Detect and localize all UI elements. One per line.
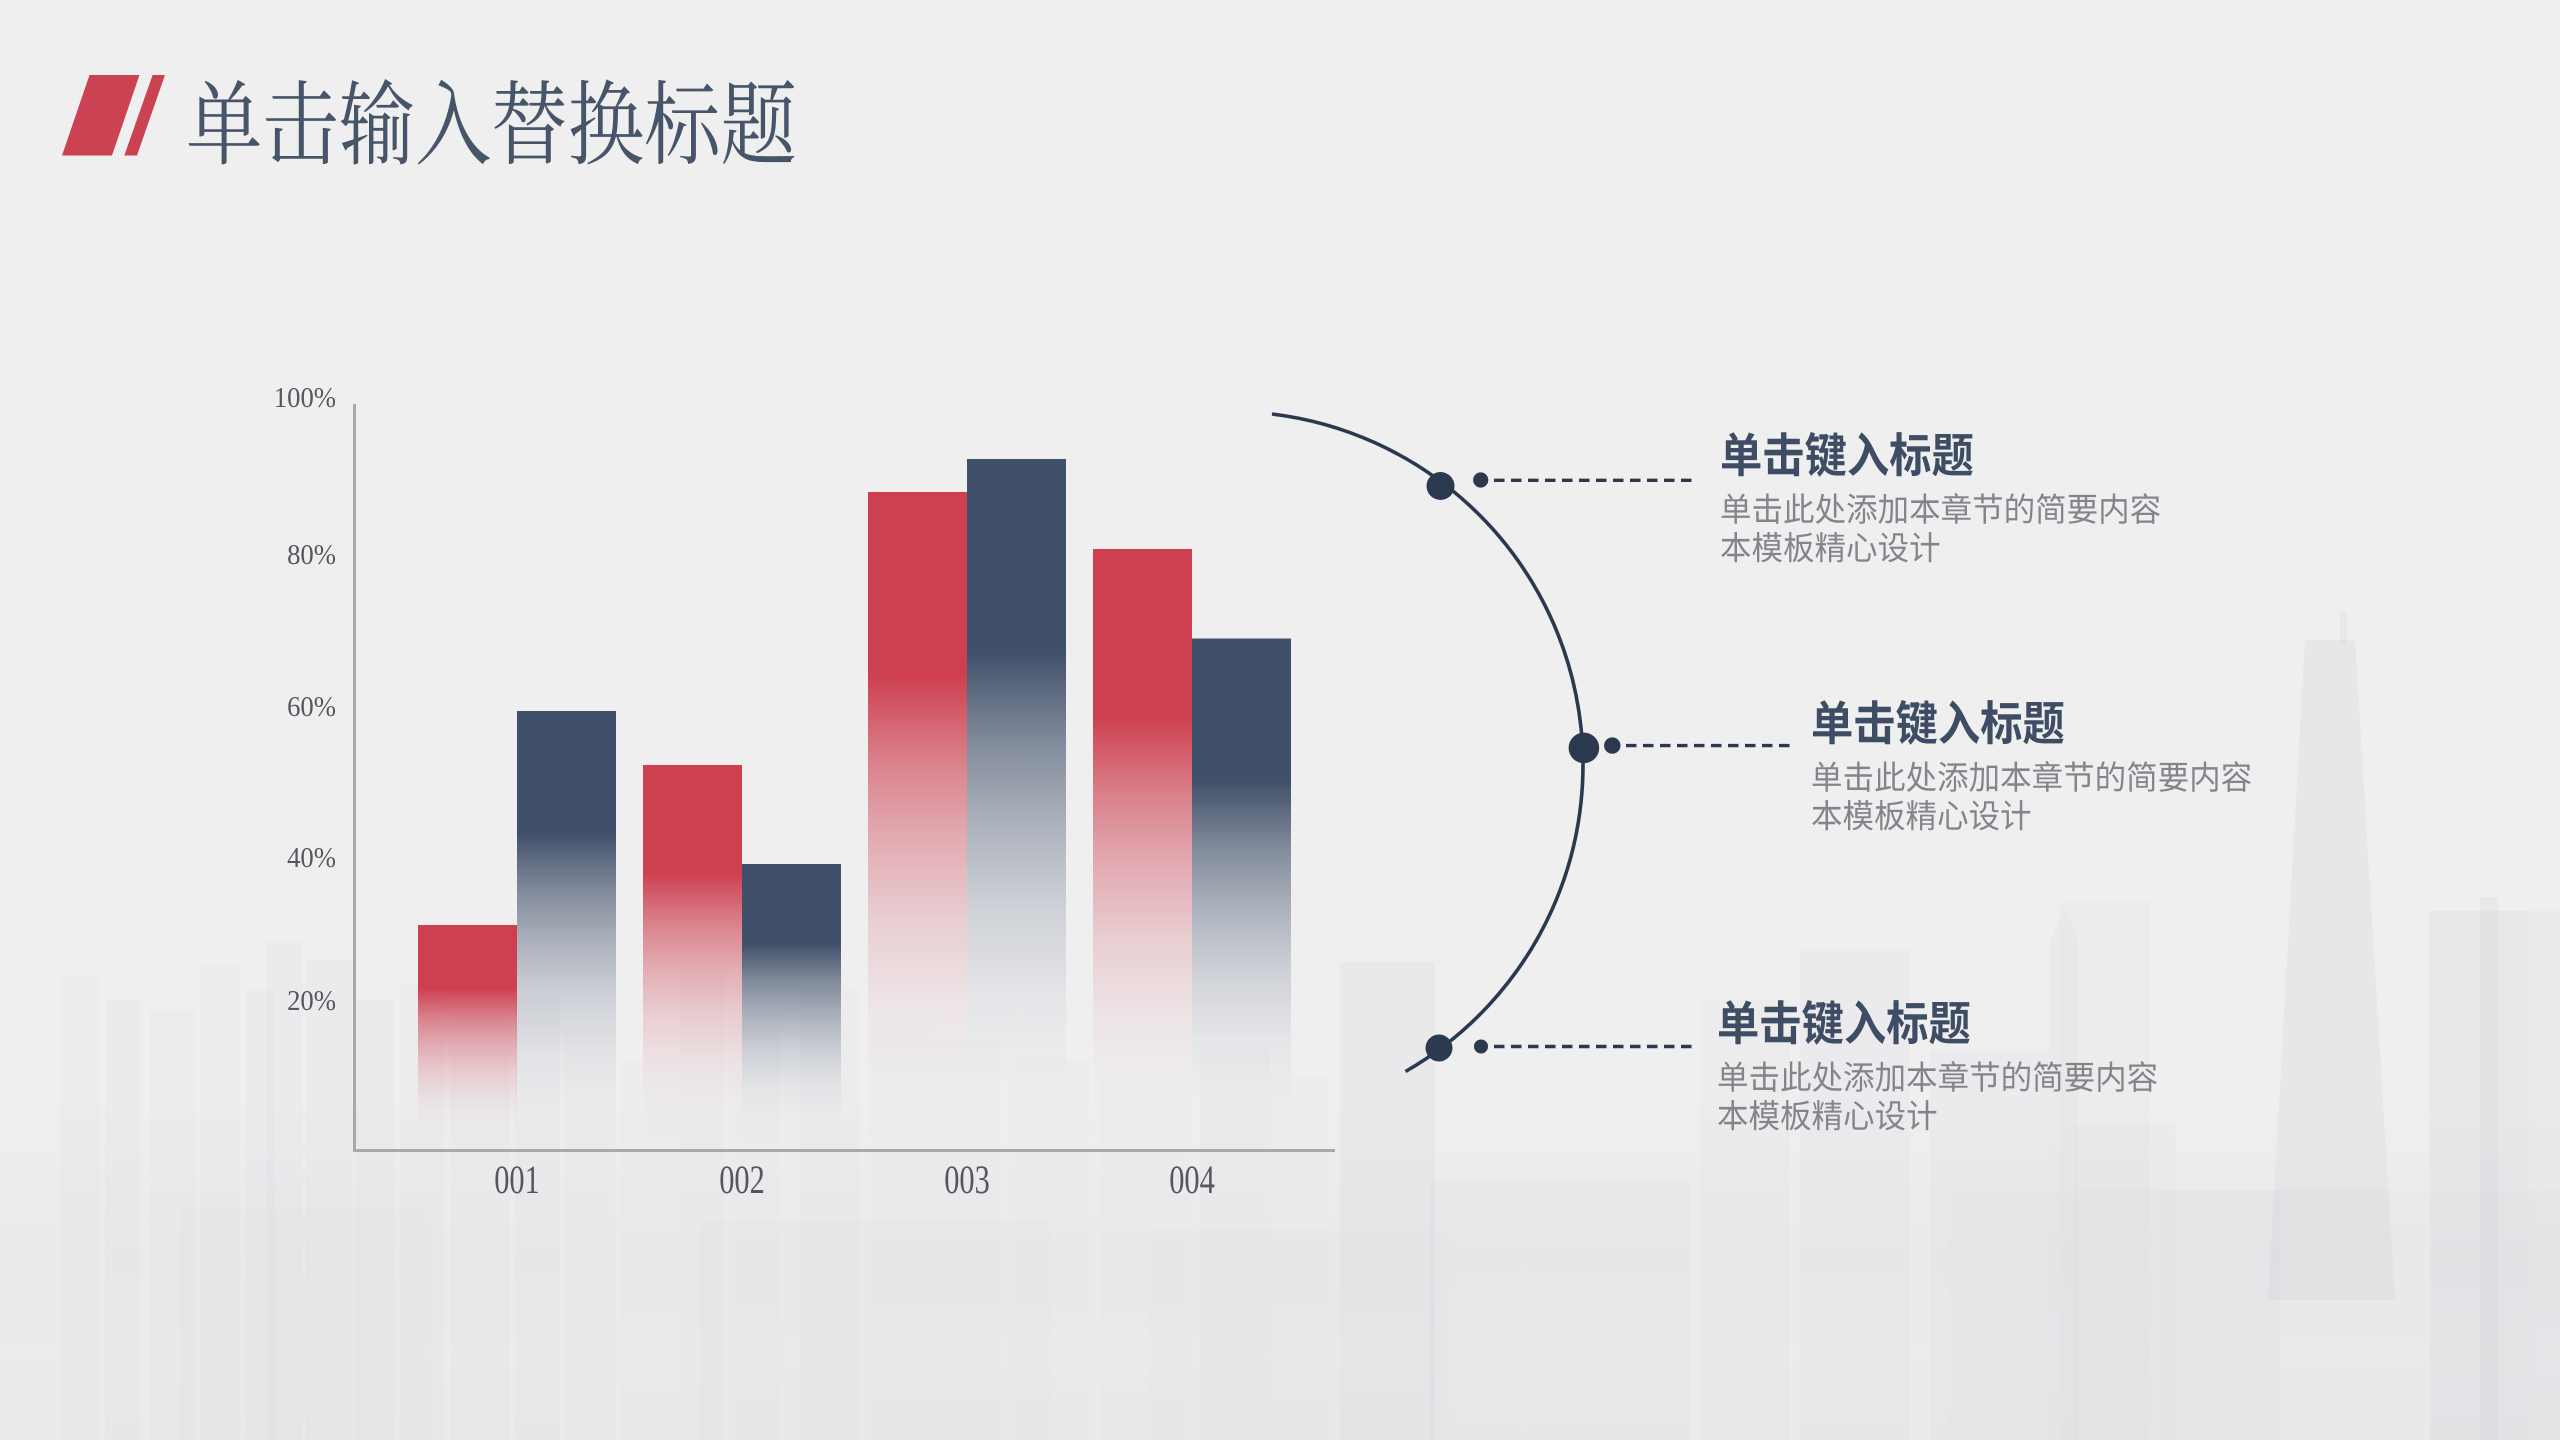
svg-text:80%: 80%	[287, 539, 336, 571]
svg-text:40%: 40%	[287, 842, 336, 874]
svg-text:003: 003	[944, 1157, 990, 1202]
svg-text:100%: 100%	[274, 382, 336, 414]
svg-text:001: 001	[494, 1157, 540, 1202]
svg-text:60%: 60%	[287, 691, 336, 723]
svg-text:004: 004	[1169, 1157, 1215, 1202]
svg-text:002: 002	[719, 1157, 765, 1202]
svg-text:20%: 20%	[287, 985, 336, 1017]
